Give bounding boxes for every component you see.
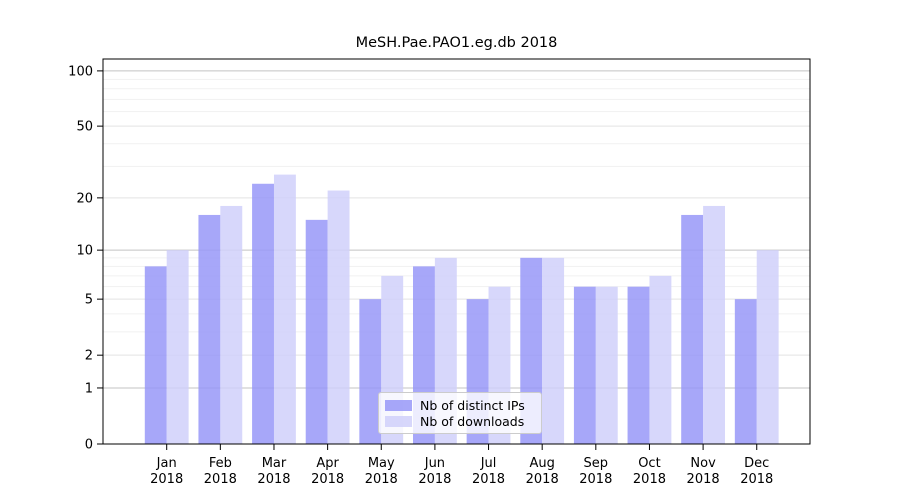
x-tick-label-month-oct: Oct [638, 456, 660, 471]
bar-feb-distinct-ips [198, 214, 221, 444]
bar-may-distinct-ips [359, 299, 382, 444]
bar-nov-distinct-ips [681, 214, 704, 444]
y-tick-label-2: 2 [85, 349, 93, 364]
bar-apr-downloads [327, 190, 350, 444]
plot-border [102, 58, 811, 445]
chart-title: MeSH.Pae.PAO1.eg.db 2018 [355, 35, 558, 51]
bar-dec-downloads [756, 250, 779, 444]
x-tick-label-month-jun: Jun [424, 456, 445, 471]
x-tick-label-year-feb: 2018 [204, 472, 237, 487]
bar-mar-distinct-ips [252, 183, 274, 444]
x-tick-label-month-nov: Nov [690, 456, 716, 471]
y-tick-label-1: 1 [85, 381, 93, 396]
legend-item-distinct-ips: Nb of distinct IPs [385, 397, 533, 413]
x-tick-label-year-jul: 2018 [472, 472, 505, 487]
x-tick-label-year-dec: 2018 [740, 472, 773, 487]
legend-item-downloads: Nb of downloads [385, 413, 533, 429]
legend-swatch-ips [385, 399, 412, 411]
bar-nov-downloads [703, 205, 725, 444]
bar-dec-distinct-ips [734, 299, 757, 444]
bar-oct-distinct-ips [627, 286, 650, 444]
x-tick-label-month-may: May [368, 456, 395, 471]
bar-mar-downloads [273, 174, 296, 444]
legend-label-distinct-ips: Nb of distinct IPs [420, 397, 525, 413]
bar-feb-downloads [220, 205, 243, 444]
bar-jan-downloads [166, 250, 189, 444]
x-tick-label-year-aug: 2018 [526, 472, 559, 487]
x-tick-label-year-sep: 2018 [579, 472, 612, 487]
bar-sep-distinct-ips [573, 286, 596, 444]
y-tick-label-100: 100 [68, 64, 93, 79]
x-tick-label-year-mar: 2018 [257, 472, 290, 487]
x-tick-label-year-may: 2018 [365, 472, 398, 487]
x-tick-label-month-dec: Dec [744, 456, 769, 471]
x-tick-label-month-mar: Mar [262, 456, 287, 471]
x-tick-label-month-jan: Jan [156, 456, 177, 471]
legend: Nb of distinct IPs Nb of downloads [378, 392, 542, 434]
x-tick-label-month-sep: Sep [584, 456, 609, 471]
x-tick-label-year-apr: 2018 [311, 472, 344, 487]
x-tick-label-year-jan: 2018 [150, 472, 183, 487]
bar-sep-downloads [595, 286, 618, 444]
x-tick-label-month-feb: Feb [209, 456, 232, 471]
bar-jan-distinct-ips [144, 266, 167, 444]
bar-aug-downloads [542, 257, 565, 444]
y-tick-label-0: 0 [85, 438, 93, 453]
x-tick-label-month-jul: Jul [480, 456, 497, 471]
y-tick-label-5: 5 [85, 293, 93, 308]
y-tick-label-50: 50 [76, 120, 93, 135]
y-tick-label-10: 10 [76, 244, 93, 259]
legend-label-downloads: Nb of downloads [420, 413, 525, 429]
bar-oct-downloads [649, 275, 672, 444]
bar-apr-distinct-ips [305, 219, 328, 444]
x-tick-label-year-jun: 2018 [418, 472, 451, 487]
x-tick-label-year-nov: 2018 [687, 472, 720, 487]
y-tick-label-20: 20 [76, 191, 93, 206]
x-tick-label-year-oct: 2018 [633, 472, 666, 487]
legend-swatch-downloads [385, 415, 412, 427]
x-tick-label-month-apr: Apr [316, 456, 339, 471]
x-tick-label-month-aug: Aug [529, 456, 554, 471]
